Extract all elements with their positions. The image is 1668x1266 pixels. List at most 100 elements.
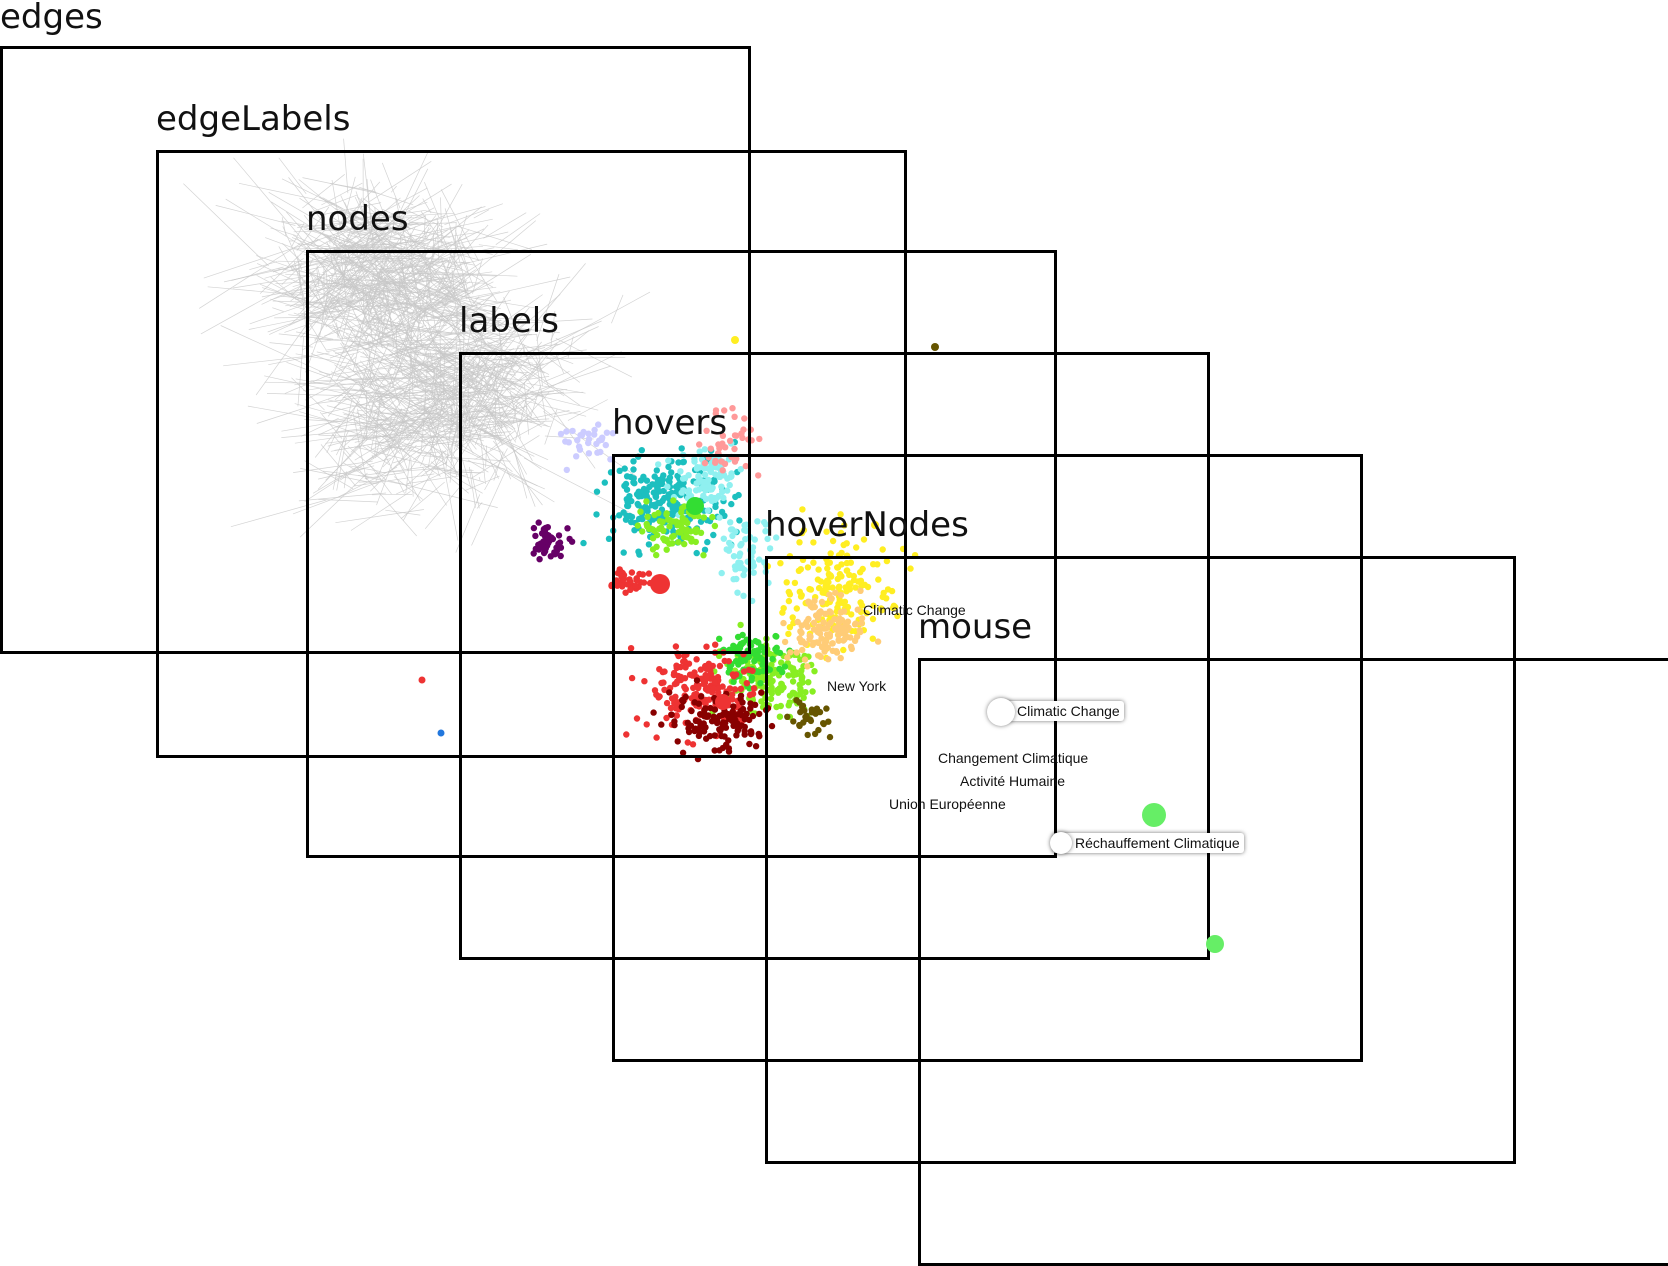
graph-node [682,519,690,526]
graph-edge [304,460,354,490]
graph-edge [518,263,586,344]
graph-node [695,684,702,692]
graph-node [616,512,623,519]
graph-edge [512,379,540,406]
graph-node [820,720,827,727]
graph-edge [329,279,343,290]
graph-edge [369,286,451,298]
graph-node [418,676,426,684]
graph-edge [269,342,314,348]
graph-node [743,527,750,534]
graph-node [641,492,648,499]
graph-edge [215,205,296,226]
graph-edge [434,302,449,308]
graph-edge [352,272,375,372]
graph-node [810,539,817,546]
graph-node [824,565,831,572]
graph-node [756,733,763,740]
graph-edge [420,457,425,467]
graph-edge [343,451,417,537]
graph-node [799,646,806,654]
graph-edge [478,344,514,366]
graph-node [693,677,701,684]
graph-node [692,526,699,533]
graph-node [731,336,739,344]
graph-edge [329,296,356,333]
graph-edge [415,373,450,415]
graph-edge [427,305,460,349]
graph-node [741,415,748,422]
graph-node [790,718,797,725]
graph-node [843,588,850,595]
graph-edge [262,287,357,316]
graph-edge [343,138,349,194]
graph-edge [294,403,405,435]
graph-node [555,540,562,547]
graph-node [701,723,708,730]
graph-edge [359,409,378,450]
graph-node [674,482,682,489]
graph-node [869,635,876,642]
graph-node [725,745,733,752]
graph-node [756,710,763,718]
graph-edge [364,252,410,269]
graph-node [724,487,731,494]
graph-edge [296,237,334,277]
graph-edge [327,296,369,356]
graph-node [696,729,703,736]
graph-node [536,556,543,563]
graph-edge [536,273,560,342]
graph-node [829,584,836,591]
graph-edge [388,220,396,243]
graph-edge [464,333,532,335]
graph-edge [396,410,426,443]
graph-edge [512,357,580,406]
graph-node [834,575,841,583]
graph-node [693,656,700,663]
graph-edge [387,393,413,439]
graph-edge [335,431,349,456]
graph-edge [369,250,466,290]
graph-node [710,531,717,539]
graph-edge [392,385,464,415]
graph-edge [356,287,363,306]
graph-node [660,679,667,686]
graph-edge [435,398,498,442]
graph-node [751,701,759,708]
graph-edge [394,420,405,435]
graph-edge [350,369,373,418]
graph-edge [314,228,405,230]
graph-node [840,608,848,615]
graph-node [712,641,719,648]
label-activite-humaine: Activité Humaine [960,773,1066,789]
graph-edge [422,275,431,328]
graph-node [729,691,736,698]
graph-edge [425,417,438,461]
graph-edge [344,289,398,295]
graph-edge [377,370,450,406]
graph-node [704,538,711,546]
graph-edge [323,243,360,309]
graph-node [815,566,822,573]
graph-edge [339,330,361,368]
graph-node [644,513,651,520]
graph-edge [367,245,380,270]
graph-edge [347,445,387,481]
graph-edge [378,251,416,344]
graph-node [820,619,827,626]
graph-edge [467,367,495,442]
graph-node [857,628,864,636]
graph-edge [546,356,626,359]
graph-edge [231,266,284,281]
graph-node [768,722,776,730]
graph-edge [416,368,457,406]
graph-edge [335,227,357,260]
graph-node [789,689,797,696]
graph-edge [424,227,430,238]
graph-edge [364,347,449,373]
graph-node [734,633,742,641]
graph-node [831,616,838,623]
graph-edge [418,399,463,424]
graph-node [870,561,877,568]
graph-node [658,524,665,531]
